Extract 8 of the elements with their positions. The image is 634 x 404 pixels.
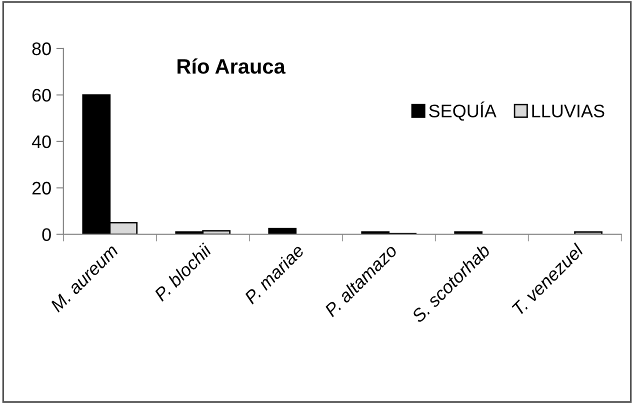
y-tick-label: 40 (32, 135, 51, 148)
legend-label: SEQUÍA (429, 102, 496, 121)
y-tick-label: 80 (32, 42, 51, 56)
y-tick-label: 0 (42, 228, 51, 242)
chart-title: Río Arauca (178, 58, 286, 74)
y-tick-label: 60 (32, 88, 51, 102)
legend-label: LLUVIAS (532, 104, 604, 118)
y-tick-label: 20 (32, 182, 51, 195)
